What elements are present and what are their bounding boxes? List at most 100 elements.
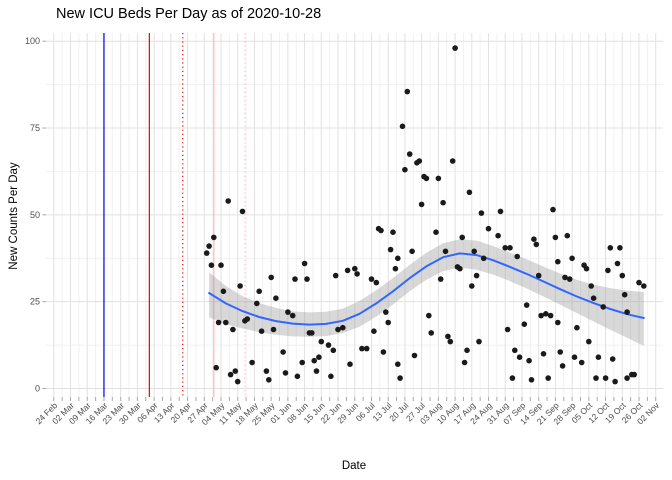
- data-point: [304, 276, 310, 282]
- data-point: [464, 347, 470, 354]
- data-point: [411, 352, 418, 359]
- x-axis-title: Date: [341, 460, 367, 472]
- data-point: [237, 283, 243, 289]
- data-point: [395, 361, 401, 368]
- data-point: [402, 166, 408, 173]
- data-point: [239, 208, 246, 215]
- data-point: [600, 304, 606, 310]
- data-point: [588, 283, 594, 289]
- data-point: [285, 309, 291, 315]
- data-point: [571, 354, 578, 361]
- data-point: [447, 338, 454, 345]
- y-tick-label: 25: [30, 297, 40, 307]
- data-point: [583, 265, 590, 272]
- data-point: [480, 255, 487, 262]
- y-tick-label: 75: [30, 123, 40, 133]
- data-point: [249, 359, 255, 366]
- data-point: [378, 227, 384, 234]
- data-point: [523, 302, 530, 308]
- data-point: [497, 208, 504, 215]
- data-point: [256, 288, 263, 295]
- data-point: [535, 272, 542, 279]
- data-point: [213, 364, 219, 371]
- data-point: [437, 276, 444, 282]
- data-point: [340, 324, 346, 331]
- y-axis-title: New Counts Per Day: [8, 162, 20, 270]
- data-point: [397, 375, 403, 381]
- data-point: [624, 375, 630, 381]
- data-point: [418, 201, 425, 208]
- data-point: [426, 312, 432, 319]
- data-point: [273, 295, 279, 302]
- data-point: [445, 333, 451, 340]
- data-point: [507, 245, 513, 251]
- data-point: [476, 338, 482, 345]
- data-point: [449, 158, 456, 164]
- data-point: [328, 373, 334, 380]
- data-point: [218, 262, 224, 269]
- data-point: [344, 267, 351, 274]
- data-point: [593, 375, 599, 381]
- data-point: [294, 373, 301, 380]
- data-point: [203, 250, 210, 256]
- data-point: [311, 357, 318, 364]
- data-point: [550, 206, 556, 213]
- data-point: [540, 351, 547, 357]
- data-point: [552, 234, 559, 241]
- data-point: [559, 363, 566, 369]
- data-point: [459, 234, 466, 241]
- data-point: [619, 272, 626, 279]
- y-tick-label: 50: [30, 210, 40, 220]
- data-point: [590, 295, 597, 302]
- data-point: [466, 189, 473, 196]
- data-point: [586, 338, 592, 345]
- data-point: [636, 279, 642, 286]
- data-point: [380, 349, 387, 355]
- data-point: [547, 312, 554, 319]
- data-point: [624, 309, 630, 315]
- data-point: [313, 368, 320, 374]
- data-point: [399, 123, 406, 130]
- data-point: [244, 316, 251, 322]
- data-point: [461, 359, 468, 366]
- data-point: [373, 279, 380, 286]
- data-point: [385, 319, 392, 326]
- data-point: [211, 234, 217, 241]
- data-point: [363, 345, 370, 352]
- smooth-line: [208, 252, 645, 326]
- data-point: [478, 210, 485, 216]
- data-point: [440, 199, 446, 206]
- data-point: [433, 229, 439, 235]
- data-point: [335, 326, 341, 333]
- data-point: [612, 378, 618, 385]
- data-point: [578, 359, 585, 366]
- data-point: [617, 245, 623, 251]
- data-point: [268, 274, 275, 281]
- data-point: [416, 158, 423, 164]
- data-point: [230, 326, 236, 333]
- data-point: [428, 330, 435, 336]
- data-point: [266, 377, 272, 383]
- data-point: [227, 371, 234, 378]
- data-point: [330, 347, 337, 354]
- data-point: [395, 255, 401, 262]
- data-point: [292, 276, 298, 282]
- data-point: [232, 368, 239, 374]
- data-point: [509, 375, 516, 381]
- data-point: [316, 354, 322, 361]
- data-point: [471, 248, 478, 255]
- data-point: [504, 326, 511, 333]
- data-point: [641, 283, 647, 289]
- data-point: [538, 312, 544, 319]
- data-point: [526, 357, 532, 364]
- data-point: [392, 265, 399, 272]
- data-point: [387, 246, 394, 253]
- data-point: [423, 175, 430, 182]
- data-point: [469, 283, 475, 289]
- data-point: [206, 243, 212, 249]
- data-point: [406, 151, 413, 157]
- data-point: [562, 274, 568, 281]
- data-point: [545, 375, 551, 381]
- data-point: [282, 370, 289, 376]
- data-point: [574, 324, 580, 331]
